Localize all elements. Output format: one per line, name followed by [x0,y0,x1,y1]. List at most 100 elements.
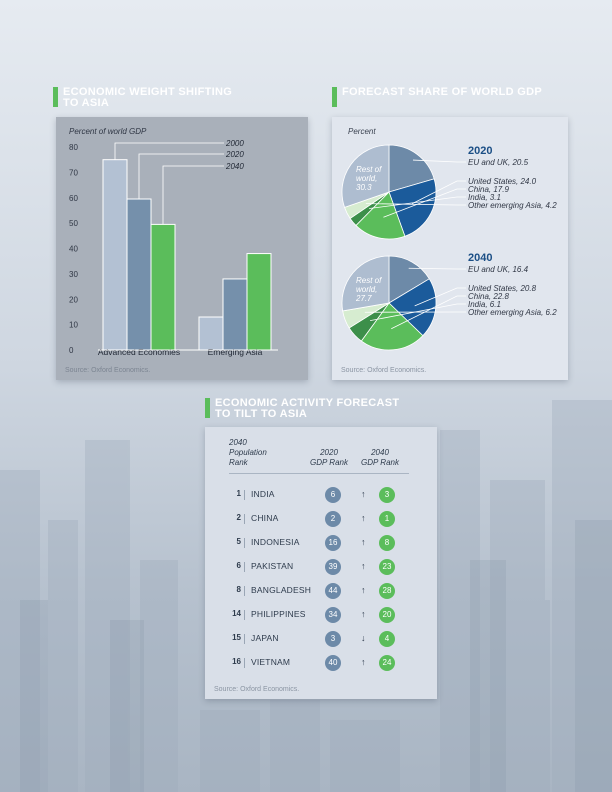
legend-leader-line [138,153,224,200]
pie-slice [388,178,437,237]
y-tick-label: 0 [69,346,74,355]
header-line: Population [229,448,267,457]
heading-accent-bar [53,87,58,107]
pie-inner-label: Rest of [356,276,382,285]
country-name: INDIA [251,489,275,499]
heading-forecast-share: FORECAST SHARE OF WORLD GDP [332,87,542,107]
column-header-gdp-2020: 2020 GDP Rank [306,448,352,468]
y-tick-label: 10 [69,321,78,330]
gdp-2020-rank: 44 [325,583,341,599]
row-separator [244,562,245,572]
pie-leader-line [411,180,466,205]
pie-leader-line [412,159,466,163]
heading-line: TO TILT TO ASIA [215,408,308,420]
arrow-up-icon: ↑ [361,657,366,667]
y-tick-label: 30 [69,270,78,279]
pie-leader-line [383,188,466,218]
header-line: 2020 [320,448,338,457]
header-line: GDP Rank [310,458,348,467]
pie-unit-label: Percent [348,127,376,136]
source-note: Source: Oxford Economics. [341,367,427,374]
table-row: 1 INDIA 6 ↑ 3 [229,487,459,503]
y-axis-label: Percent of world GDP [69,127,147,136]
pie-leader-line [365,203,466,206]
pie-slice [388,144,435,193]
table-row: 15 JAPAN 3 ↓ 4 [229,631,459,647]
pie-inner-label: 30.3 [356,183,372,192]
country-name: PHILIPPINES [251,609,306,619]
arrow-up-icon: ↑ [361,537,366,547]
country-name: VIETNAM [251,657,291,667]
gdp-2040-rank: 20 [379,607,395,623]
country-name: CHINA [251,513,279,523]
gdp-2040-rank: 28 [379,583,395,599]
heading-line: ECONOMIC WEIGHT SHIFTING [63,86,233,98]
y-tick-label: 20 [69,295,78,304]
pie-leader-line [391,295,466,330]
row-separator [244,538,245,548]
pie-chart-panel: Percent 2020 EU and UK, 20.5 United States… [332,117,568,380]
pie-slice-label: India, 6.1 [468,300,501,309]
source-note: Source: Oxford Economics. [214,686,300,693]
heading-accent-bar [332,87,337,107]
population-rank: 8 [236,585,241,594]
ranking-table-panel: 2040 Population Rank 2020 GDP Rank 2040 … [205,427,437,699]
pie-slice [388,255,430,304]
pie-title: 2040 [468,252,492,264]
pie-slice-label: United States, 24.0 [468,177,537,186]
pie-slice-label: EU and UK, 20.5 [468,158,529,167]
country-name: BANGLADESH [251,585,312,595]
pie-slice-label: India, 3.1 [468,193,501,202]
pie-inner-label: world, [356,285,377,294]
pie-leader-line [369,196,466,209]
row-separator [244,610,245,620]
row-separator [244,658,245,668]
row-separator [244,586,245,596]
pie-leader-line [408,267,466,270]
pie-slice-label: China, 17.9 [468,185,509,194]
bar-chart: Percent of world GDP 0 10 20 30 40 50 60 70 80 Adv… [69,127,278,357]
y-tick-label: 80 [69,143,78,152]
gdp-2040-rank: 23 [379,559,395,575]
pie-slice [341,255,390,312]
pie-slice-label: Other emerging Asia, 6.2 [468,308,557,317]
gdp-2020-rank: 2 [325,511,341,527]
bar-2000 [198,316,224,351]
gdp-2040-rank: 3 [379,487,395,503]
bar-2000 [102,159,128,351]
pie-inner-label: 27.7 [355,294,372,303]
gdp-2020-rank: 3 [325,631,341,647]
x-tick-label: Emerging Asia [208,347,263,357]
bar-2040 [246,253,272,351]
population-rank: 6 [236,561,241,570]
country-name: INDONESIA [251,537,300,547]
gdp-2020-rank: 39 [325,559,341,575]
table-row: 16 VIETNAM 40 ↑ 24 [229,655,459,671]
population-rank: 2 [236,513,241,522]
pie-leader-line [414,287,466,307]
arrow-down-icon: ↓ [361,633,366,643]
pie-leader-line [370,303,466,322]
pie-slice [341,144,390,208]
gdp-2020-rank: 34 [325,607,341,623]
gdp-2040-rank: 8 [379,535,395,551]
header-line: 2040 [371,448,389,457]
arrow-up-icon: ↑ [361,513,366,523]
legend-label: 2000 [225,139,244,148]
row-separator [244,490,245,500]
population-rank: 1 [236,489,241,498]
bar-chart-panel: Percent of world GDP 0 10 20 30 40 50 60 70 80 Adv… [56,117,308,380]
table-row: 5 INDONESIA 16 ↑ 8 [229,535,459,551]
bar-2040 [150,223,176,351]
population-rank: 16 [232,657,241,666]
x-tick-label: Advanced Economies [98,347,180,357]
gdp-2040-rank: 1 [379,511,395,527]
heading-line: TO ASIA [63,97,110,109]
arrow-up-icon: ↑ [361,561,366,571]
pie-slice-label: EU and UK, 16.4 [468,265,529,274]
heading-line: ECONOMIC ACTIVITY FORECAST [215,397,400,409]
y-tick-label: 60 [69,194,78,203]
y-tick-label: 70 [69,168,78,177]
